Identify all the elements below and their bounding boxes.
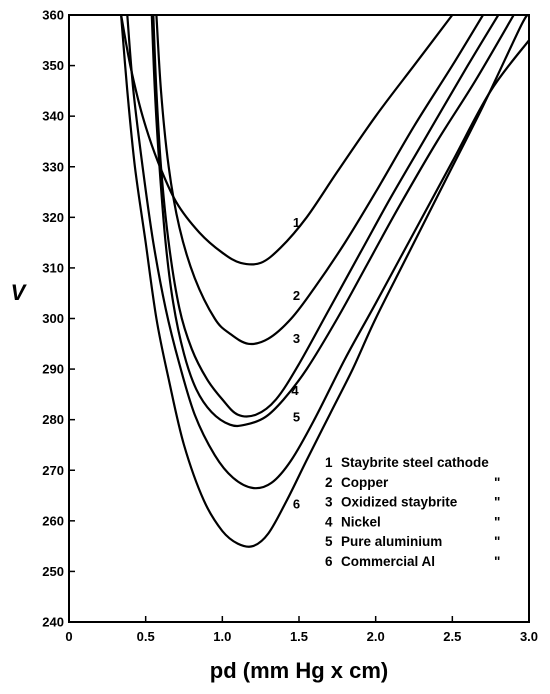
legend-number: 5	[325, 534, 333, 549]
legend-label: Nickel	[341, 514, 381, 529]
curve-4	[150, 15, 515, 428]
x-tick-label: 0	[65, 629, 72, 644]
x-tick-label: 1.5	[290, 629, 308, 644]
x-tick-label: 2.5	[443, 629, 461, 644]
x-tick-label: 2.0	[367, 629, 385, 644]
curve-label-5: 5	[293, 410, 300, 425]
curves-layer	[120, 15, 529, 548]
curve-label-4: 4	[291, 383, 299, 398]
legend-label: Staybrite steel cathode	[341, 455, 489, 470]
y-tick-label: 240	[42, 615, 64, 630]
legend-number: 4	[325, 514, 333, 529]
curve-label-6: 6	[293, 497, 300, 512]
x-axis: 0 0.5 1.0 1.5 2.0 2.5 3.0	[65, 616, 538, 644]
x-axis-title: pd (mm Hg x cm)	[210, 658, 388, 683]
legend-ditto-mark: "	[494, 475, 500, 490]
legend-label: Commercial Al	[341, 554, 435, 569]
y-tick-label: 340	[42, 109, 64, 124]
curve-label-1: 1	[293, 215, 300, 230]
legend: 1 Staybrite steel cathode 2 Copper " 3 Oxidize…	[325, 455, 500, 569]
legend-ditto-mark: "	[494, 554, 500, 569]
y-axis: 240 250 260 270 280 290 300 310 320 330 340 350 360	[42, 8, 75, 630]
legend-label: Copper	[341, 475, 389, 490]
curve-label-2: 2	[293, 288, 300, 303]
curve-labels: 1 2 3 4 5 6	[291, 215, 300, 512]
y-tick-label: 280	[42, 412, 64, 427]
legend-ditto-mark: "	[494, 495, 500, 510]
x-tick-label: 3.0	[520, 629, 538, 644]
legend-label: Pure aluminium	[341, 534, 442, 549]
curve-label-3: 3	[293, 331, 300, 346]
y-tick-label: 300	[42, 311, 64, 326]
curve-5	[126, 15, 529, 490]
x-tick-label: 1.0	[213, 629, 231, 644]
curve-2	[155, 15, 485, 346]
legend-number: 2	[325, 475, 333, 490]
legend-ditto-mark: "	[494, 514, 500, 529]
legend-number: 3	[325, 495, 333, 510]
y-tick-label: 250	[42, 564, 64, 579]
y-tick-label: 350	[42, 58, 64, 73]
curve-1	[120, 15, 454, 266]
y-tick-label: 330	[42, 159, 64, 174]
y-axis-title: V	[11, 280, 28, 305]
legend-number: 1	[325, 455, 333, 470]
curve-6	[120, 15, 529, 548]
legend-ditto-mark: "	[494, 534, 500, 549]
y-tick-label: 310	[42, 260, 64, 275]
y-tick-label: 260	[42, 513, 64, 528]
legend-number: 6	[325, 554, 333, 569]
legend-label: Oxidized staybrite	[341, 495, 458, 510]
y-tick-label: 290	[42, 362, 64, 377]
y-tick-label: 320	[42, 210, 64, 225]
y-tick-label: 360	[42, 8, 64, 23]
curve-3	[152, 15, 500, 418]
y-tick-label: 270	[42, 463, 64, 478]
x-tick-label: 0.5	[137, 629, 155, 644]
